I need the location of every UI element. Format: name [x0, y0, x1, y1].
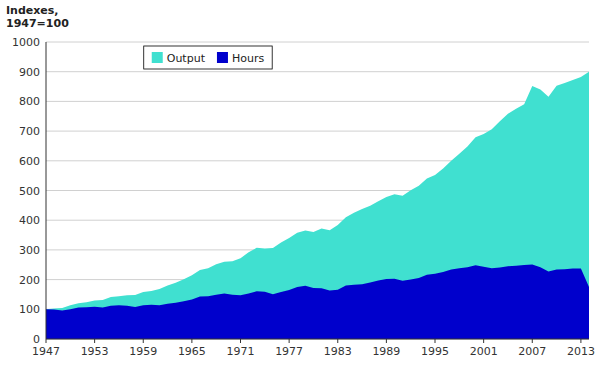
x-tick [435, 339, 436, 343]
y-tick-label: 500 [19, 185, 40, 198]
x-tick [580, 339, 581, 343]
x-tick-label: 2001 [470, 345, 498, 358]
x-tick [386, 339, 387, 343]
y-tick-label: 700 [19, 125, 40, 138]
chart: 0100200300400500600700800900100019471953… [0, 0, 605, 365]
areas [46, 72, 589, 339]
y-tick-label: 300 [19, 244, 40, 257]
y-axis-label: Indexes,1947=100 [6, 4, 69, 30]
y-axis [46, 42, 47, 339]
x-tick-label: 1959 [129, 345, 157, 358]
y-tick-label: 900 [19, 66, 40, 79]
x-tick [240, 339, 241, 343]
x-tick-label: 1965 [178, 345, 206, 358]
x-tick [483, 339, 484, 343]
grid-line [46, 42, 589, 43]
y-axis-label-line: 1947=100 [6, 17, 69, 30]
legend-label: Hours [232, 52, 264, 65]
grid-line [46, 339, 589, 340]
y-tick-label: 200 [19, 274, 40, 287]
x-tick-label: 2007 [518, 345, 546, 358]
legend-frame [144, 46, 272, 69]
x-tick-label: 1995 [421, 345, 449, 358]
grid-line [46, 101, 589, 102]
x-tick-label: 1971 [227, 345, 255, 358]
y-tick-label: 400 [19, 214, 40, 227]
x-tick-label: 1953 [81, 345, 109, 358]
legend-swatch [217, 52, 228, 63]
x-tick-label: 1977 [275, 345, 303, 358]
legend-label: Output [167, 52, 206, 65]
area [46, 264, 589, 339]
x-tick [337, 339, 338, 343]
y-axis-label-line: Indexes, [6, 4, 59, 17]
x-tick-label: 1989 [372, 345, 400, 358]
legend: Output Hours [144, 46, 272, 69]
x-tick [46, 339, 47, 343]
grid-line [46, 71, 589, 72]
y-tick-label: 600 [19, 155, 40, 168]
x-tick [94, 339, 95, 343]
x-axis [46, 339, 589, 340]
x-tick-label: 2013 [567, 345, 595, 358]
grid [46, 42, 589, 339]
y-tick-label: 100 [19, 303, 40, 316]
x-tick [532, 339, 533, 343]
x-tick [191, 339, 192, 343]
x-tick-label: 1983 [324, 345, 352, 358]
legend-swatch [152, 52, 163, 63]
y-tick-label: 1000 [12, 36, 40, 49]
x-tick [289, 339, 290, 343]
area [46, 72, 589, 339]
x-tick [143, 339, 144, 343]
y-tick-label: 800 [19, 95, 40, 108]
x-tick-label: 1947 [32, 345, 60, 358]
